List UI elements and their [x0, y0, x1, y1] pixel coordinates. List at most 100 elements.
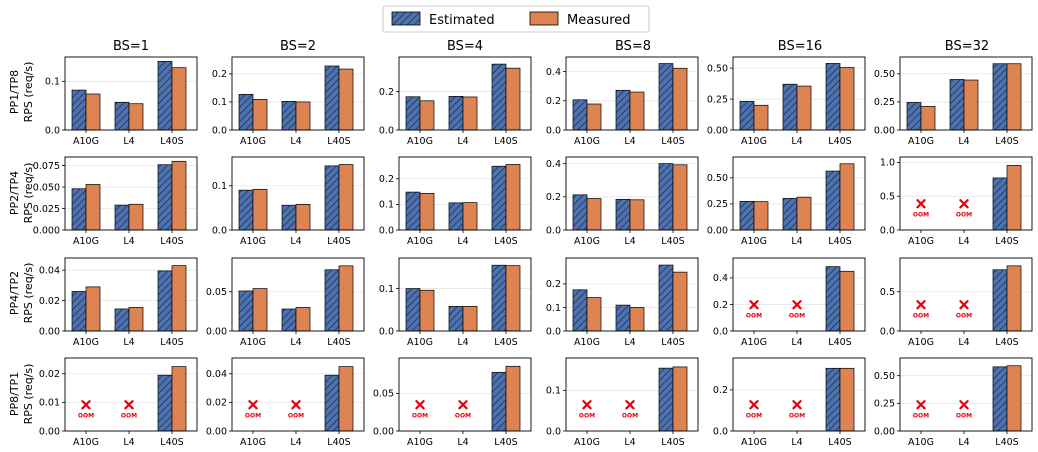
y-tick-label: 0.50 — [874, 371, 895, 382]
bar-estimated — [405, 288, 421, 332]
bar-estimated — [825, 367, 841, 432]
bar-measured — [295, 307, 311, 332]
bar-measured — [171, 67, 187, 131]
bar-estimated — [658, 163, 674, 231]
bar-estimated — [448, 96, 464, 131]
x-tick-label: L4 — [290, 236, 301, 247]
bar-measured — [419, 193, 435, 231]
bar-measured — [796, 85, 812, 131]
y-tick-label: 0.25 — [707, 199, 728, 210]
panel-r2-c3: 0.0 0.1 0.2 A10G L4 L40S — [546, 257, 699, 348]
x-tick-label: L4 — [123, 437, 134, 448]
x-tick-label: A10G — [741, 136, 767, 147]
panel-r3-c0: 0.00 0.01 0.02 A10G OOM L4 OOM L40S — [39, 357, 198, 448]
x-tick-label: L4 — [958, 236, 969, 247]
bar-estimated — [739, 200, 755, 231]
y-tick-label: 0.1 — [546, 386, 561, 397]
bar-estimated — [405, 96, 421, 131]
bar-measured — [338, 68, 354, 131]
bar-estimated — [324, 269, 340, 332]
legend-swatch-measured — [529, 11, 559, 26]
y-tick-label: 0.0 — [379, 326, 394, 337]
y-tick-label: 0.02 — [39, 369, 60, 380]
bar-measured — [963, 79, 979, 131]
bar-estimated — [992, 177, 1008, 231]
oom-marker — [749, 400, 759, 410]
x-tick-label: L4 — [624, 236, 635, 247]
y-tick-label: 0.00 — [707, 125, 728, 136]
bar-estimated — [825, 170, 841, 231]
oom-label: OOM — [956, 313, 972, 320]
x-tick-label: A10G — [73, 337, 99, 348]
panel-r1-c0: 0.000 0.025 0.050 0.075 A10G L4 L40S — [33, 156, 198, 247]
y-tick-label: 0.0 — [713, 326, 728, 337]
y-tick-label: 0.00 — [874, 125, 895, 136]
x-tick-label: L4 — [290, 437, 301, 448]
oom-marker — [916, 199, 926, 209]
panel-frame — [565, 156, 699, 231]
oom-label: OOM — [746, 413, 762, 420]
panel-frame — [732, 56, 866, 131]
x-tick-label: A10G — [407, 337, 433, 348]
bar-measured — [839, 367, 855, 432]
y-tick-label: 0.0 — [45, 125, 60, 136]
panel-frame — [231, 156, 365, 231]
x-tick-label: A10G — [574, 136, 600, 147]
panel-r1-c3: 0.0 0.2 0.4 A10G L4 L40S — [546, 156, 699, 247]
row-label-pp1tp8: PP1/TP8 — [8, 70, 21, 114]
panel-r1-c4: 0.00 0.25 0.50 A10G L4 L40S — [707, 156, 866, 247]
bar-measured — [171, 160, 187, 231]
oom-marker — [916, 300, 926, 310]
x-tick-label: L40S — [494, 437, 517, 448]
bar-measured — [672, 164, 688, 231]
x-tick-label: L4 — [791, 437, 802, 448]
panel-r0-c0: 0.0 0.1 A10G L4 L40S — [45, 56, 198, 147]
oom-label: OOM — [913, 212, 929, 219]
bar-estimated — [238, 93, 254, 131]
bar-estimated — [658, 63, 674, 131]
bar-estimated — [238, 290, 254, 332]
column-title-bs32: BS=32 — [945, 39, 989, 54]
bar-measured — [1006, 165, 1022, 231]
panel-frame — [64, 357, 198, 432]
row-label-pp4tp2: PP4/TP2 — [8, 271, 21, 315]
row-labels: PP1/TP8 RPS (req/s) PP2/TP4 RPS (req/s) … — [8, 62, 35, 425]
bar-estimated — [906, 102, 922, 131]
y-tick-label: 0.2 — [713, 300, 728, 311]
x-tick-label: A10G — [574, 437, 600, 448]
column-titles: BS=1 BS=2 BS=4 BS=8 BS=16 BS=32 — [113, 39, 989, 54]
column-title-bs2: BS=2 — [280, 39, 316, 54]
bar-estimated — [615, 198, 631, 231]
x-tick-label: L4 — [958, 437, 969, 448]
bar-measured — [85, 93, 101, 131]
panel-frame — [899, 56, 1033, 131]
y-tick-label: 0.2 — [546, 279, 561, 290]
y-tick-label: 0.1 — [379, 200, 394, 211]
oom-label: OOM — [622, 413, 638, 420]
bar-measured — [629, 307, 645, 332]
x-tick-label: L40S — [661, 236, 684, 247]
panel-frame — [899, 257, 1033, 332]
panel-frame — [565, 257, 699, 332]
bar-measured — [839, 270, 855, 332]
panel-r1-c1: 0.0 0.1 A10G L4 L40S — [212, 156, 365, 247]
x-tick-label: A10G — [741, 337, 767, 348]
oom-label: OOM — [412, 413, 428, 420]
bar-estimated — [615, 89, 631, 131]
panel-r1-c2: 0.0 0.1 0.2 A10G L4 L40S — [379, 156, 532, 247]
panel-r1-c5: 0.0 0.5 1.0 A10G OOM L4 OOM L40S — [880, 156, 1033, 247]
x-tick-label: A10G — [407, 437, 433, 448]
x-tick-label: L4 — [791, 236, 802, 247]
oom-marker — [959, 199, 969, 209]
column-title-bs1: BS=1 — [113, 39, 149, 54]
x-tick-label: A10G — [908, 437, 934, 448]
bar-estimated — [491, 165, 507, 231]
y-tick-label: 0.0 — [713, 426, 728, 437]
y-tick-label: 0.0 — [379, 125, 394, 136]
oom-label: OOM — [455, 413, 471, 420]
x-tick-label: L40S — [828, 337, 851, 348]
oom-marker — [792, 300, 802, 310]
bar-measured — [796, 196, 812, 231]
x-tick-label: L40S — [828, 136, 851, 147]
y-tick-label: 0.0 — [379, 225, 394, 236]
